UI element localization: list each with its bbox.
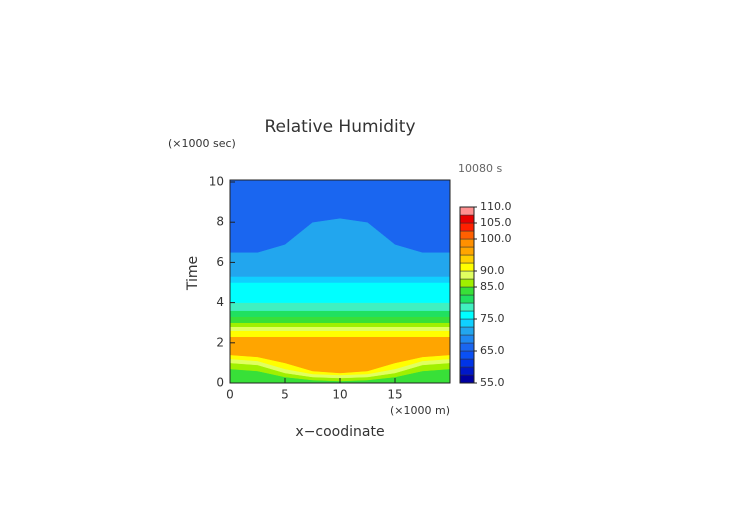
colorbar-cell — [459, 262, 475, 272]
colorbar-cell — [459, 222, 475, 232]
colorbar-cell — [459, 286, 475, 296]
colorbar-label: 65.0 — [480, 344, 505, 357]
contour-band — [229, 316, 451, 323]
x-axis-label: x−coodinate — [295, 424, 384, 440]
colorbar-cell — [459, 318, 475, 328]
colorbar-cell — [459, 302, 475, 312]
chart-title: Relative Humidity — [264, 117, 415, 137]
axes: 0 5 10 15 0 2 4 6 8 10 55.0 65.0 75.0 85.0 90.0 100.0 10… — [209, 175, 512, 402]
x-unit: (×1000 m) — [390, 404, 450, 417]
field — [229, 180, 451, 384]
colorbar-label: 75.0 — [480, 312, 505, 325]
contour-band — [229, 330, 451, 338]
contour-band — [229, 276, 451, 283]
colorbar-cell — [459, 342, 475, 352]
y-tick-label: 8 — [216, 215, 224, 229]
x-tick-label: 15 — [387, 388, 402, 402]
contour-band — [229, 310, 451, 317]
y-unit: (×1000 sec) — [168, 137, 236, 150]
colorbar-cell — [459, 358, 475, 368]
colorbar-cell — [459, 270, 475, 280]
colorbar-cell — [459, 230, 475, 240]
x-tick-label: 5 — [281, 388, 289, 402]
colorbar-cell — [459, 238, 475, 248]
contour-band — [229, 322, 451, 327]
time-label: 10080 s — [458, 162, 502, 175]
colorbar-cell — [459, 334, 475, 344]
contour-band — [229, 326, 451, 331]
colorbar-label: 100.0 — [480, 232, 512, 245]
x-tick-label: 10 — [332, 388, 347, 402]
colorbar-label: 55.0 — [480, 376, 505, 389]
colorbar-frame — [459, 206, 475, 384]
colorbar-cell — [459, 254, 475, 264]
y-axis-label: Time — [185, 256, 201, 291]
contour-band — [229, 282, 451, 303]
colorbar-label: 105.0 — [480, 216, 512, 229]
colorbar-cell — [459, 350, 475, 360]
colorbar-label: 85.0 — [480, 280, 505, 293]
colorbar-cell — [459, 206, 475, 216]
colorbar-cell — [459, 214, 475, 224]
y-tick-label: 10 — [209, 175, 224, 189]
colorbar-cell — [459, 326, 475, 336]
colorbar-cell — [459, 366, 475, 376]
y-tick-label: 4 — [216, 295, 224, 309]
colorbar-label: 90.0 — [480, 264, 505, 277]
y-tick-label: 2 — [216, 335, 224, 349]
colorbar-cell — [459, 294, 475, 304]
x-tick-label: 0 — [226, 388, 234, 402]
colorbar-cell — [459, 374, 475, 384]
contour-band — [229, 302, 451, 311]
colorbar-cell — [459, 246, 475, 256]
colorbar-cell — [459, 278, 475, 288]
colorbar-label: 110.0 — [480, 200, 512, 213]
colorbar-cell — [459, 310, 475, 320]
y-tick-label: 6 — [216, 255, 224, 269]
y-tick-label: 0 — [216, 376, 224, 390]
